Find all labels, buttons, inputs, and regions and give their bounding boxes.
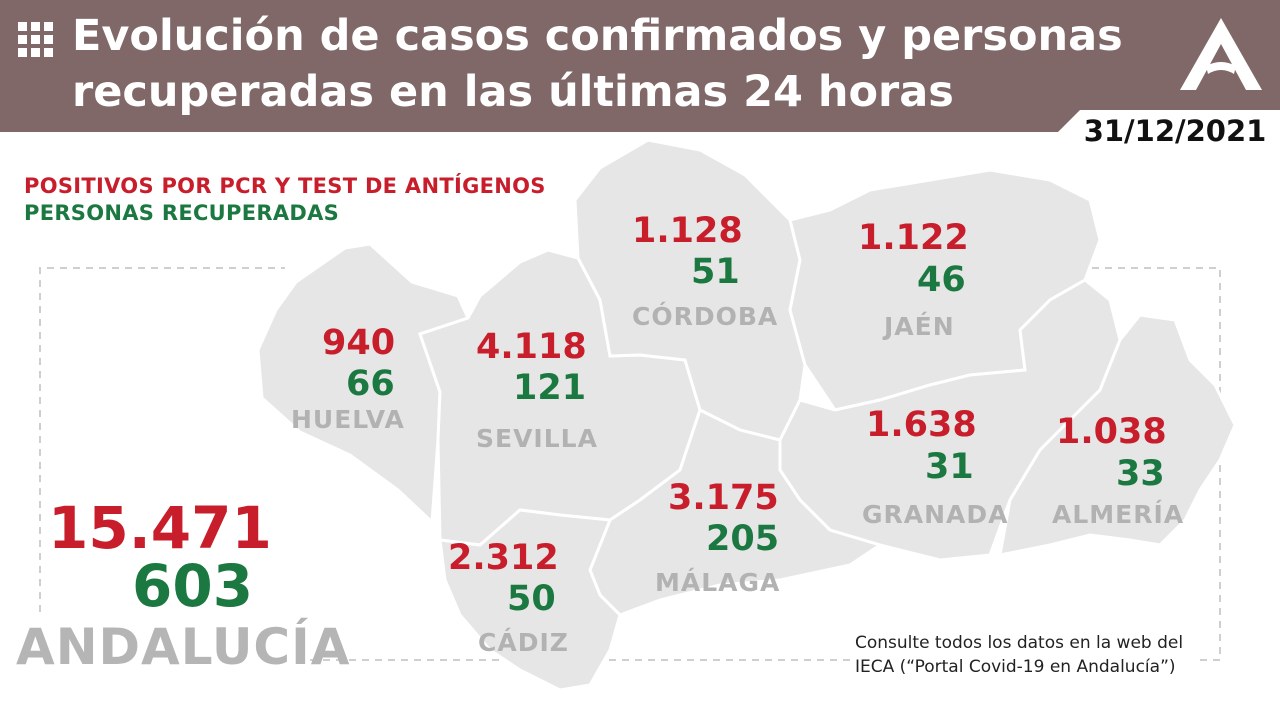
malaga-recovered: 205 <box>706 519 780 559</box>
legend-recovered: PERSONAS RECUPERADAS <box>24 201 340 225</box>
almeria-positives: 1.038 <box>1056 412 1167 452</box>
source-note-line-2: IECA (“Portal Covid-19 en Andalucía”) <box>855 657 1176 677</box>
jaen-recovered: 46 <box>917 260 966 300</box>
malaga-label: MÁLAGA <box>655 568 781 597</box>
cadiz-recovered: 50 <box>507 579 556 619</box>
jaen-label: JAÉN <box>884 312 955 341</box>
title-line-2: recuperadas en las últimas 24 horas <box>72 67 954 117</box>
cadiz-positives: 2.312 <box>448 538 559 578</box>
cordoba-label: CÓRDOBA <box>632 302 779 331</box>
granada-label: GRANADA <box>862 500 1009 529</box>
jaen-positives: 1.122 <box>858 218 969 258</box>
region-label: ANDALUCÍA <box>16 618 351 676</box>
cordoba-positives: 1.128 <box>632 211 743 251</box>
date-tab <box>1058 110 1280 160</box>
sevilla-recovered: 121 <box>513 368 587 408</box>
almeria-label: ALMERÍA <box>1052 500 1185 529</box>
almeria-recovered: 33 <box>1116 454 1165 494</box>
malaga-positives: 3.175 <box>668 478 779 518</box>
legend-positives: POSITIVOS POR PCR Y TEST DE ANTÍGENOS <box>24 174 546 198</box>
map-dashed-frame <box>39 267 1221 661</box>
page-title: Evolución de casos confirmados y persona… <box>72 8 1152 120</box>
huelva-positives: 940 <box>322 323 396 363</box>
source-note: Consulte todos los datos en la web del I… <box>855 631 1235 679</box>
sevilla-positives: 4.118 <box>476 327 587 367</box>
province-almeria <box>998 313 1237 557</box>
granada-positives: 1.638 <box>866 405 977 445</box>
source-note-line-1: Consulte todos los datos en la web del <box>855 633 1184 653</box>
cadiz-label: CÁDIZ <box>478 628 569 657</box>
huelva-label: HUELVA <box>291 405 405 434</box>
province-cadiz <box>438 508 622 692</box>
report-date: 31/12/2021 <box>1083 114 1267 148</box>
sevilla-label: SEVILLA <box>476 424 598 453</box>
total-positives: 15.471 <box>48 494 272 562</box>
huelva-recovered: 66 <box>346 364 395 404</box>
header-banner <box>0 0 1280 132</box>
granada-recovered: 31 <box>925 447 974 487</box>
junta-andalucia-logo <box>1180 18 1262 90</box>
title-line-1: Evolución de casos confirmados y persona… <box>72 11 1123 61</box>
cordoba-recovered: 51 <box>691 252 740 292</box>
grid-icon <box>18 22 53 57</box>
total-recovered: 603 <box>132 552 254 620</box>
